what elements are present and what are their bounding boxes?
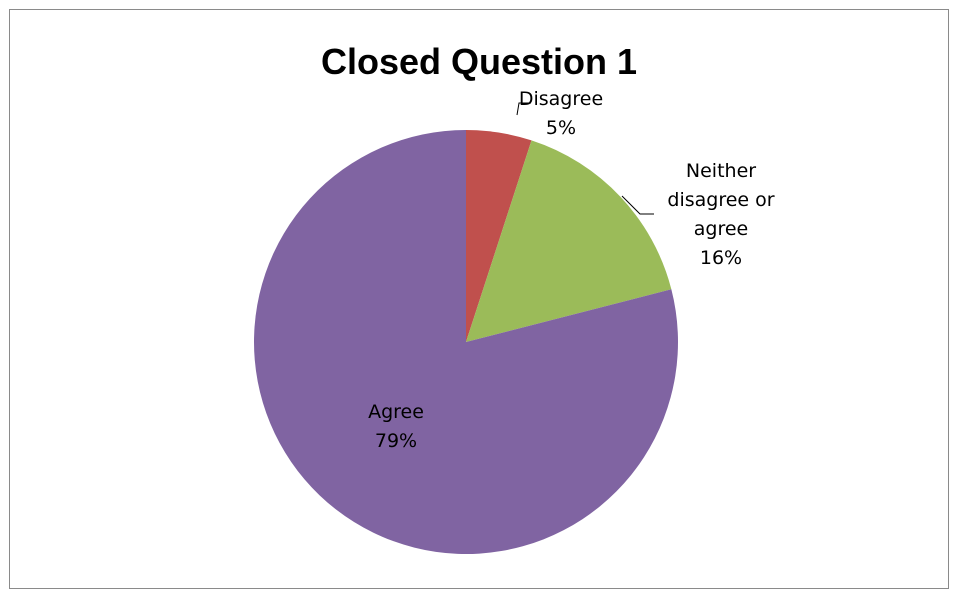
data-label-neither-disagree-or-agree: Neither disagree or agree 16% xyxy=(667,160,774,269)
data-label-line: agree xyxy=(694,218,748,240)
data-label-line: Neither xyxy=(686,160,756,182)
data-label-disagree: Disagree 5% xyxy=(519,88,603,139)
pie-slice-agree xyxy=(253,130,678,555)
leader-line-disagree xyxy=(516,102,531,116)
pie-slice-disagree xyxy=(466,130,532,342)
data-label-line: disagree or xyxy=(667,189,774,211)
data-labels: Disagree 5% Neither disagree or agree 16% Agre… xyxy=(368,88,775,452)
leader-line-neither-disagree-or-agree xyxy=(621,195,654,215)
pie-slice-neither-disagree-or-agree xyxy=(466,140,672,342)
data-label-line: Disagree xyxy=(519,88,603,110)
data-label-line: 5% xyxy=(546,117,576,139)
data-label-line: 16% xyxy=(700,247,742,269)
data-label-line: 79% xyxy=(375,430,417,452)
leader-lines xyxy=(516,102,654,215)
data-label-line: Agree xyxy=(368,401,424,423)
data-label-agree: Agree 79% xyxy=(368,401,424,452)
chart-title: Closed Question 1 xyxy=(320,41,638,82)
pie-slices xyxy=(253,130,678,555)
